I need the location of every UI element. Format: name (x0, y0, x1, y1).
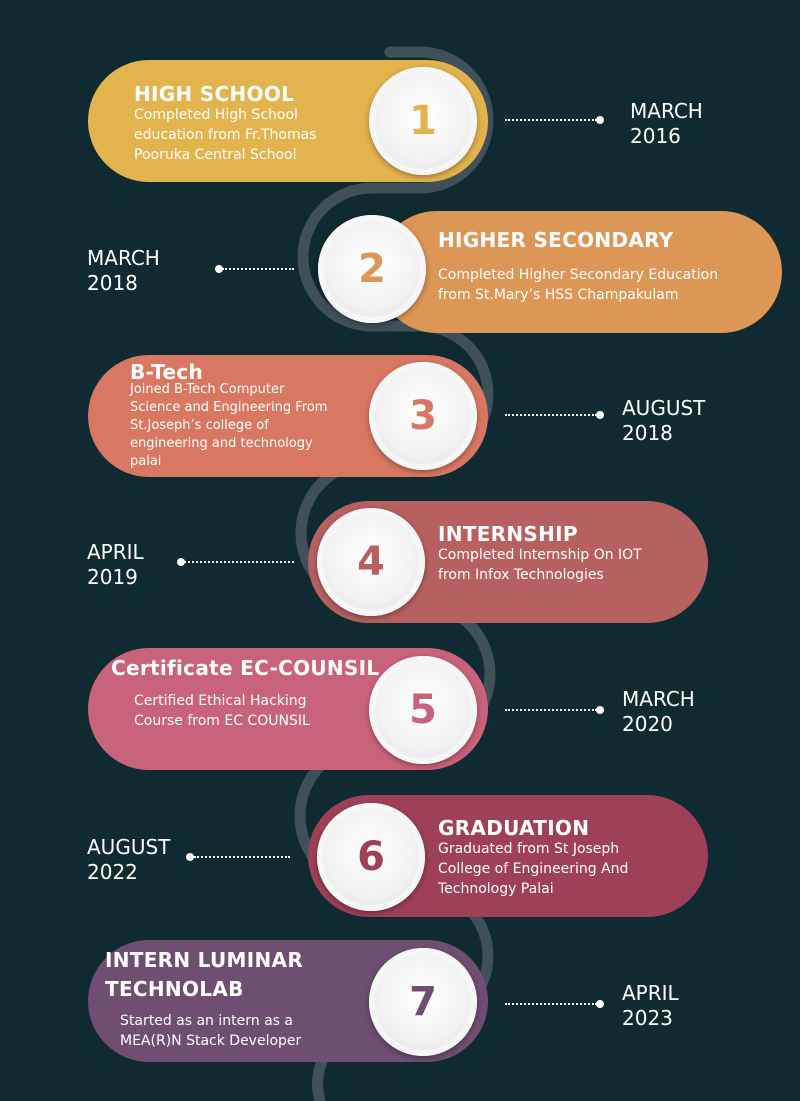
step-7-date: APRIL 2023 (622, 981, 679, 1031)
step-5-number: 5 (409, 687, 437, 733)
step-5-badge: 5 (369, 656, 477, 764)
step-7-year: 2023 (622, 1006, 673, 1030)
step-4-connector-dot (177, 558, 185, 566)
step-7-badge: 7 (369, 948, 477, 1056)
step-2-description: Completed Higher Secondary Education fro… (438, 267, 719, 303)
step-4-number: 4 (357, 539, 385, 585)
step-7-month: APRIL (622, 981, 679, 1005)
step-7-connector (505, 1003, 597, 1005)
step-6-badge: 6 (317, 803, 425, 911)
step-7-title: INTERN LUMINAR TECHNOLAB (105, 948, 304, 1001)
step-4-month: APRIL (87, 540, 144, 564)
step-5-connector-dot (596, 706, 604, 714)
step-5-date: MARCH 2020 (622, 687, 695, 737)
step-3-connector (505, 414, 597, 416)
step-1-year: 2016 (630, 124, 681, 148)
step-2-year: 2018 (87, 271, 138, 295)
step-2-title: HIGHER SECONDARY (438, 228, 674, 252)
step-1-connector-dot (596, 116, 604, 124)
step-4-year: 2019 (87, 565, 138, 589)
step-6-year: 2022 (87, 860, 138, 884)
step-2-month: MARCH (87, 246, 160, 270)
step-5-month: MARCH (622, 687, 695, 711)
step-6-connector-dot (186, 853, 194, 861)
step-2-card: HIGHER SECONDARY Completed Higher Second… (376, 211, 782, 333)
step-4-date: APRIL 2019 (87, 540, 144, 590)
step-2-connector-dot (215, 265, 223, 273)
step-3-date: AUGUST 2018 (622, 396, 705, 446)
step-3-badge: 3 (369, 362, 477, 470)
step-2-number: 2 (358, 246, 386, 292)
step-1-date: MARCH 2016 (630, 99, 703, 149)
step-1-connector (505, 119, 597, 121)
step-1-title: HIGH SCHOOL (134, 82, 295, 106)
step-3-title: B-Tech (130, 360, 204, 384)
step-5-description: Certified Ethical Hacking Course from EC… (134, 693, 310, 729)
step-4-description: Completed Internship On IOT from Infox T… (438, 547, 642, 583)
step-3-connector-dot (596, 411, 604, 419)
step-2-badge: 2 (318, 215, 426, 323)
step-6-connector (194, 856, 290, 858)
step-4-badge: 4 (317, 508, 425, 616)
step-1-month: MARCH (630, 99, 703, 123)
step-3-month: AUGUST (622, 396, 706, 420)
step-1-number: 1 (409, 98, 437, 144)
step-2-date: MARCH 2018 (87, 246, 160, 296)
step-2-connector (222, 268, 294, 270)
step-5-year: 2020 (622, 712, 673, 736)
step-6-date: AUGUST 2022 (87, 835, 170, 885)
step-1-badge: 1 (369, 67, 477, 175)
step-7-connector-dot (596, 1000, 604, 1008)
step-3-description: Joined B-Tech Computer Science and Engin… (130, 382, 328, 469)
step-6-description: Graduated from St Joseph College of Engi… (438, 841, 629, 897)
step-4-connector (184, 561, 294, 563)
step-6-number: 6 (357, 834, 385, 880)
step-7-number: 7 (409, 979, 437, 1025)
step-6-month: AUGUST (87, 835, 171, 859)
step-6-title: GRADUATION (438, 816, 590, 840)
step-7-description: Started as an intern as a MEA(R)N Stack … (120, 1013, 302, 1049)
step-3-number: 3 (409, 393, 437, 439)
step-3-year: 2018 (622, 421, 673, 445)
step-1-description: Completed High School education from Fr.… (134, 107, 317, 163)
step-5-connector (505, 709, 597, 711)
step-5-title: Certificate EC-COUNSIL (111, 656, 380, 680)
step-4-title: INTERNSHIP (438, 522, 578, 546)
